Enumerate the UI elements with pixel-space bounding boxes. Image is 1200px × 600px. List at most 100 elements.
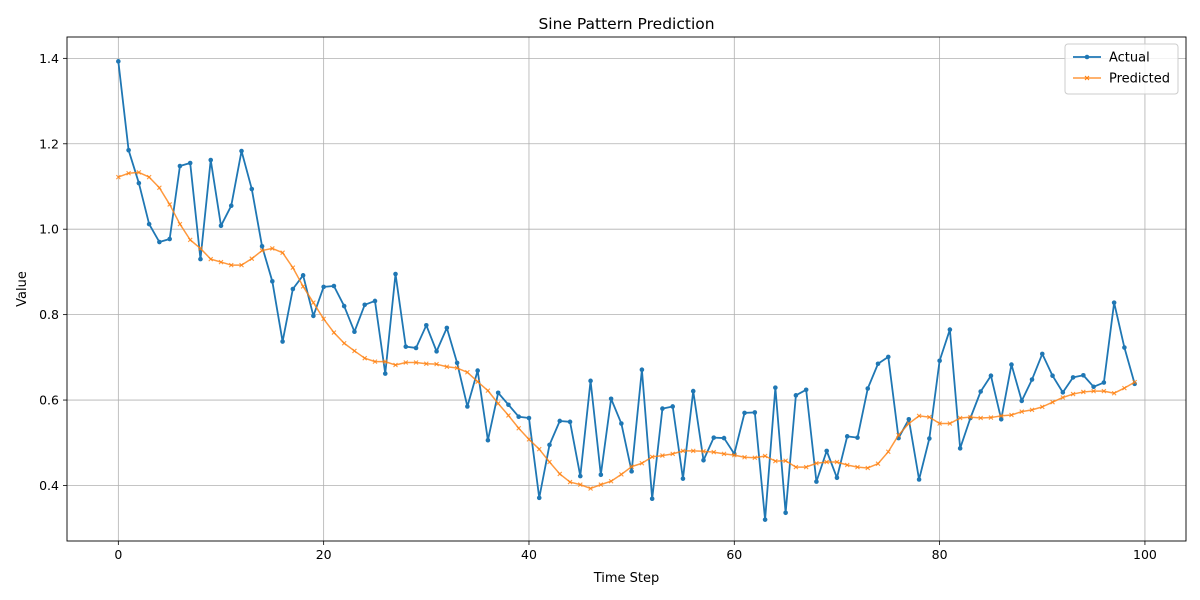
data-point-actual [136, 180, 142, 186]
data-point-predicted [1111, 390, 1117, 396]
data-point-actual [382, 371, 388, 376]
data-point-actual [855, 435, 860, 440]
data-point-predicted [1101, 388, 1107, 394]
data-point-actual [875, 361, 881, 367]
data-point-actual [834, 475, 840, 481]
data-point-actual [773, 385, 778, 390]
data-point-actual [311, 313, 316, 319]
data-point-actual [567, 419, 573, 425]
data-point-actual [485, 437, 491, 443]
data-point-actual [341, 303, 347, 309]
data-point-predicted [937, 421, 943, 426]
data-point-predicted [608, 478, 614, 484]
series-actual [116, 59, 1137, 522]
data-point-predicted [588, 486, 593, 491]
data-point-predicted [731, 452, 737, 458]
data-point-predicted [146, 174, 152, 180]
data-point-predicted [434, 361, 439, 367]
data-point-actual [331, 283, 337, 289]
data-point-actual [998, 416, 1004, 422]
data-point-predicted [382, 359, 388, 364]
data-point-predicted [1029, 407, 1035, 413]
data-point-predicted [403, 360, 409, 365]
data-point-actual [1019, 398, 1025, 404]
data-point-actual [198, 256, 203, 262]
data-point-predicted [906, 421, 912, 426]
chart-title: Sine Pattern Prediction [538, 15, 714, 33]
data-point-actual [711, 435, 717, 440]
data-point-predicted [454, 365, 460, 371]
data-point-predicted [372, 359, 378, 364]
data-point-predicted [752, 455, 758, 461]
data-point-predicted [249, 256, 255, 262]
data-point-actual [803, 387, 809, 393]
data-point-actual [352, 329, 357, 335]
data-point-actual [321, 284, 326, 290]
data-point-actual [619, 421, 624, 426]
data-point-predicted [916, 413, 922, 419]
data-point-predicted [423, 361, 429, 367]
data-point-predicted [660, 453, 665, 458]
data-point-predicted [1091, 388, 1096, 394]
data-point-actual [701, 457, 706, 463]
data-point-actual [157, 239, 162, 245]
data-point-predicted [300, 284, 306, 289]
data-point-actual [578, 473, 583, 479]
data-point-actual [146, 221, 152, 227]
data-point-predicted [187, 237, 193, 243]
data-point-predicted [649, 454, 655, 460]
data-point-predicted [352, 348, 357, 354]
data-point-predicted [629, 464, 635, 470]
data-point-actual [1009, 362, 1014, 367]
data-point-predicted [1132, 379, 1138, 385]
data-point-predicted [341, 340, 347, 346]
data-point-actual [434, 349, 439, 354]
data-point-predicted [290, 265, 296, 271]
data-point-actual [187, 160, 193, 166]
data-point-predicted [239, 262, 244, 268]
data-point-actual [280, 339, 285, 344]
plot-frame [66, 36, 1187, 542]
data-point-actual [290, 286, 296, 292]
data-point-actual [793, 393, 799, 398]
data-point-predicted [495, 401, 501, 406]
data-point-predicted [208, 256, 214, 262]
data-point-predicted [269, 246, 275, 251]
data-point-actual [885, 354, 891, 360]
data-point-actual [1101, 380, 1107, 385]
data-point-predicted [157, 185, 162, 191]
data-point-predicted [824, 459, 830, 465]
data-point-actual [639, 367, 645, 373]
data-point-actual [444, 325, 450, 331]
data-point-actual [1070, 375, 1076, 380]
data-point-predicted [875, 461, 881, 467]
legend-label-predicted: Predicted [1109, 72, 1170, 87]
data-point-actual [629, 469, 634, 474]
y-axis-label: Value [15, 271, 30, 307]
data-point-predicted [167, 202, 173, 207]
data-point-actual [259, 243, 265, 249]
data-point-actual [126, 147, 131, 153]
data-point-actual [393, 271, 398, 277]
data-point-actual [403, 344, 409, 349]
data-point-predicted [1050, 399, 1055, 405]
data-point-predicted [567, 479, 573, 485]
x-axis-label: Time Step [593, 571, 660, 586]
data-point-predicted [331, 330, 337, 335]
data-point-predicted [1039, 404, 1045, 410]
legend-label-actual: Actual [1109, 51, 1150, 66]
data-point-predicted [413, 360, 419, 365]
data-point-actual [1122, 345, 1127, 350]
data-point-actual [413, 345, 419, 351]
data-point-actual [536, 495, 542, 501]
data-point-predicted [516, 425, 522, 431]
data-point-predicted [526, 436, 532, 442]
data-point-actual [506, 402, 511, 408]
data-point-predicted [362, 355, 368, 361]
y-tick-label: 1.2 [39, 136, 59, 151]
data-point-actual [1091, 384, 1096, 390]
data-point-predicted [485, 388, 491, 394]
data-point-actual [598, 472, 604, 478]
data-point-predicted [618, 471, 624, 477]
data-point-predicted [218, 259, 224, 265]
